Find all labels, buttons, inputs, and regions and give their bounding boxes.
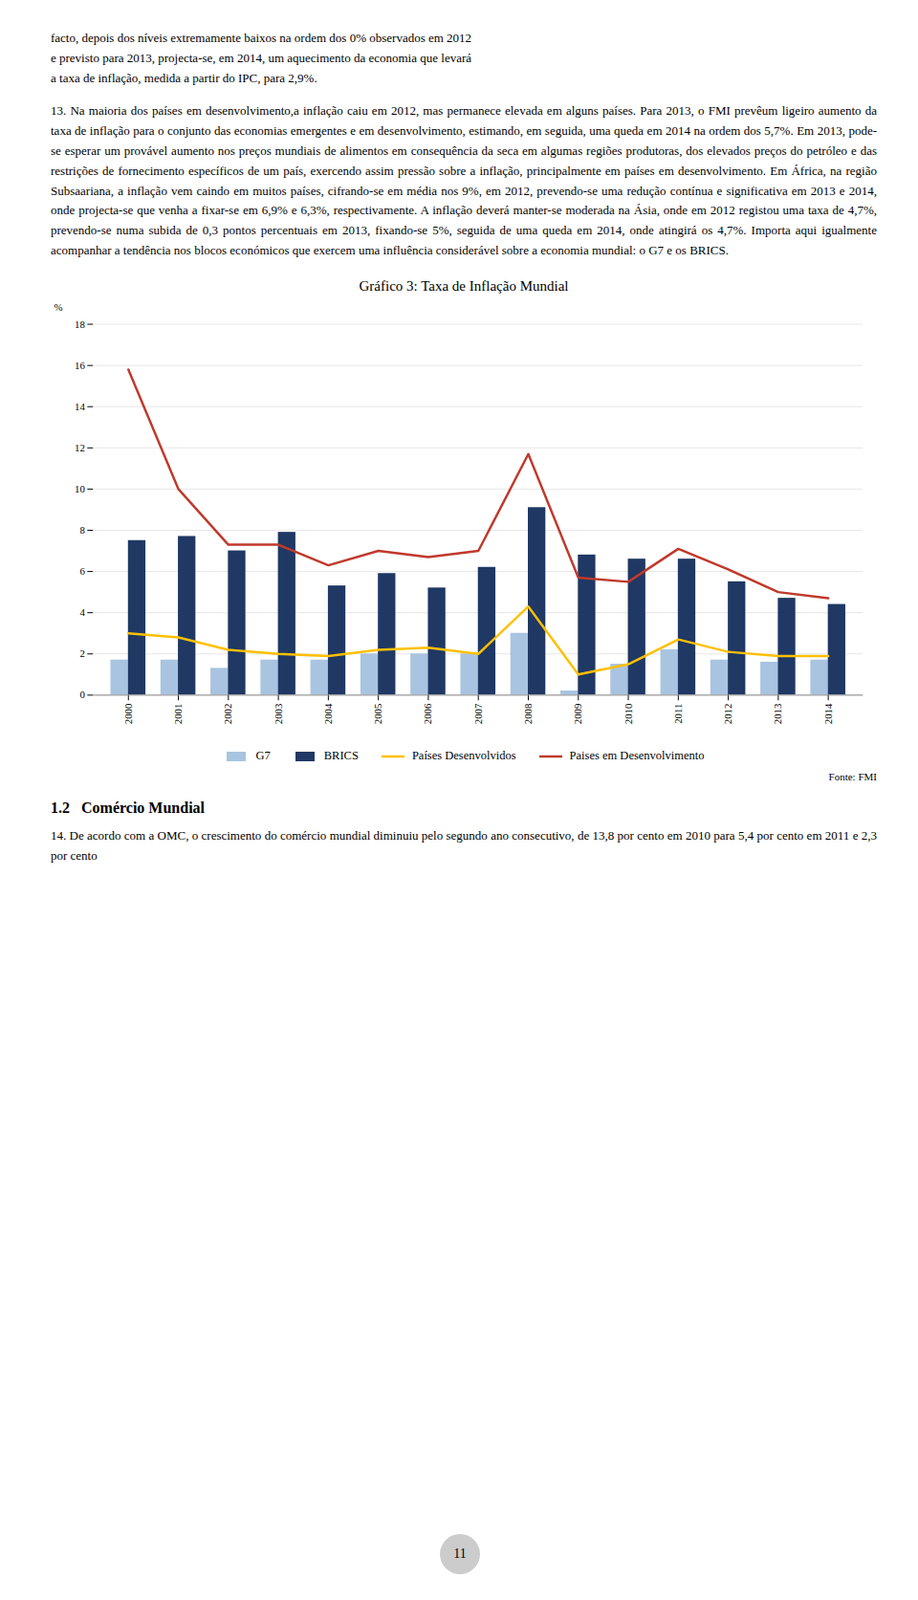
svg-text:10: 10 [74,482,86,495]
svg-text:2009: 2009 [571,702,584,724]
svg-text:16: 16 [74,358,86,371]
svg-text:2013: 2013 [771,702,784,724]
svg-text:4: 4 [79,606,86,618]
svg-text:0: 0 [79,688,85,700]
svg-text:12: 12 [74,441,86,454]
html-text:G7: G7 [255,748,271,763]
svg-text:8: 8 [79,524,85,536]
html-text:Paises em Desenvolvimento: Paises em Desenvolvimento [569,748,705,763]
svg-text:6: 6 [79,565,86,577]
svg-text:2010: 2010 [622,702,634,724]
svg-text:2005: 2005 [371,702,384,724]
html-text:13. Na maioria dos países em d: 13. Na maioria dos países em desenvolvim… [50,103,877,258]
svg-text:2002: 2002 [221,702,234,724]
svg-text:2014: 2014 [822,702,834,724]
html-text:Fonte: FMI: Fonte: FMI [828,770,877,783]
svg-text:14: 14 [74,399,86,412]
html-text:Gráfico 3: Taxa de Inflação Mu: Gráfico 3: Taxa de Inflação Mundial [359,278,569,294]
svg-text:%: % [53,301,63,313]
html-text:1.2 Comércio Mundial: 1.2 Comércio Mundial [50,799,205,816]
svg-text:2003: 2003 [272,702,285,724]
html-text:Países Desenvolvidos: Países Desenvolvidos [412,748,516,763]
svg-text:2007: 2007 [472,702,484,724]
html-text:11: 11 [453,1546,467,1561]
html-text:facto, depois dos níveis extre: facto, depois dos níveis extremamente ba… [50,30,472,85]
svg-text:18: 18 [74,317,86,329]
svg-text:2012: 2012 [721,702,734,724]
svg-text:2006: 2006 [421,702,434,724]
svg-text:2001: 2001 [172,702,184,724]
svg-text:2: 2 [79,647,85,659]
html-text:14. De acordo com a OMC, o cre: 14. De acordo com a OMC, o crescimento d… [50,828,877,863]
svg-text:2008: 2008 [522,702,534,724]
svg-text:2000: 2000 [122,702,134,724]
html-text:BRICS: BRICS [323,748,359,763]
svg-text:2011: 2011 [672,702,684,723]
svg-text:2004: 2004 [322,702,334,724]
